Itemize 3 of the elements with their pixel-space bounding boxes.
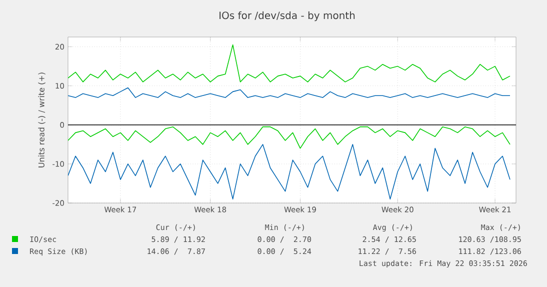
chart-title: IOs for /dev/sda - by month: [220, 11, 355, 22]
line-series: [68, 144, 510, 200]
y-axis-title: Units read (-) / write (+): [38, 72, 46, 168]
